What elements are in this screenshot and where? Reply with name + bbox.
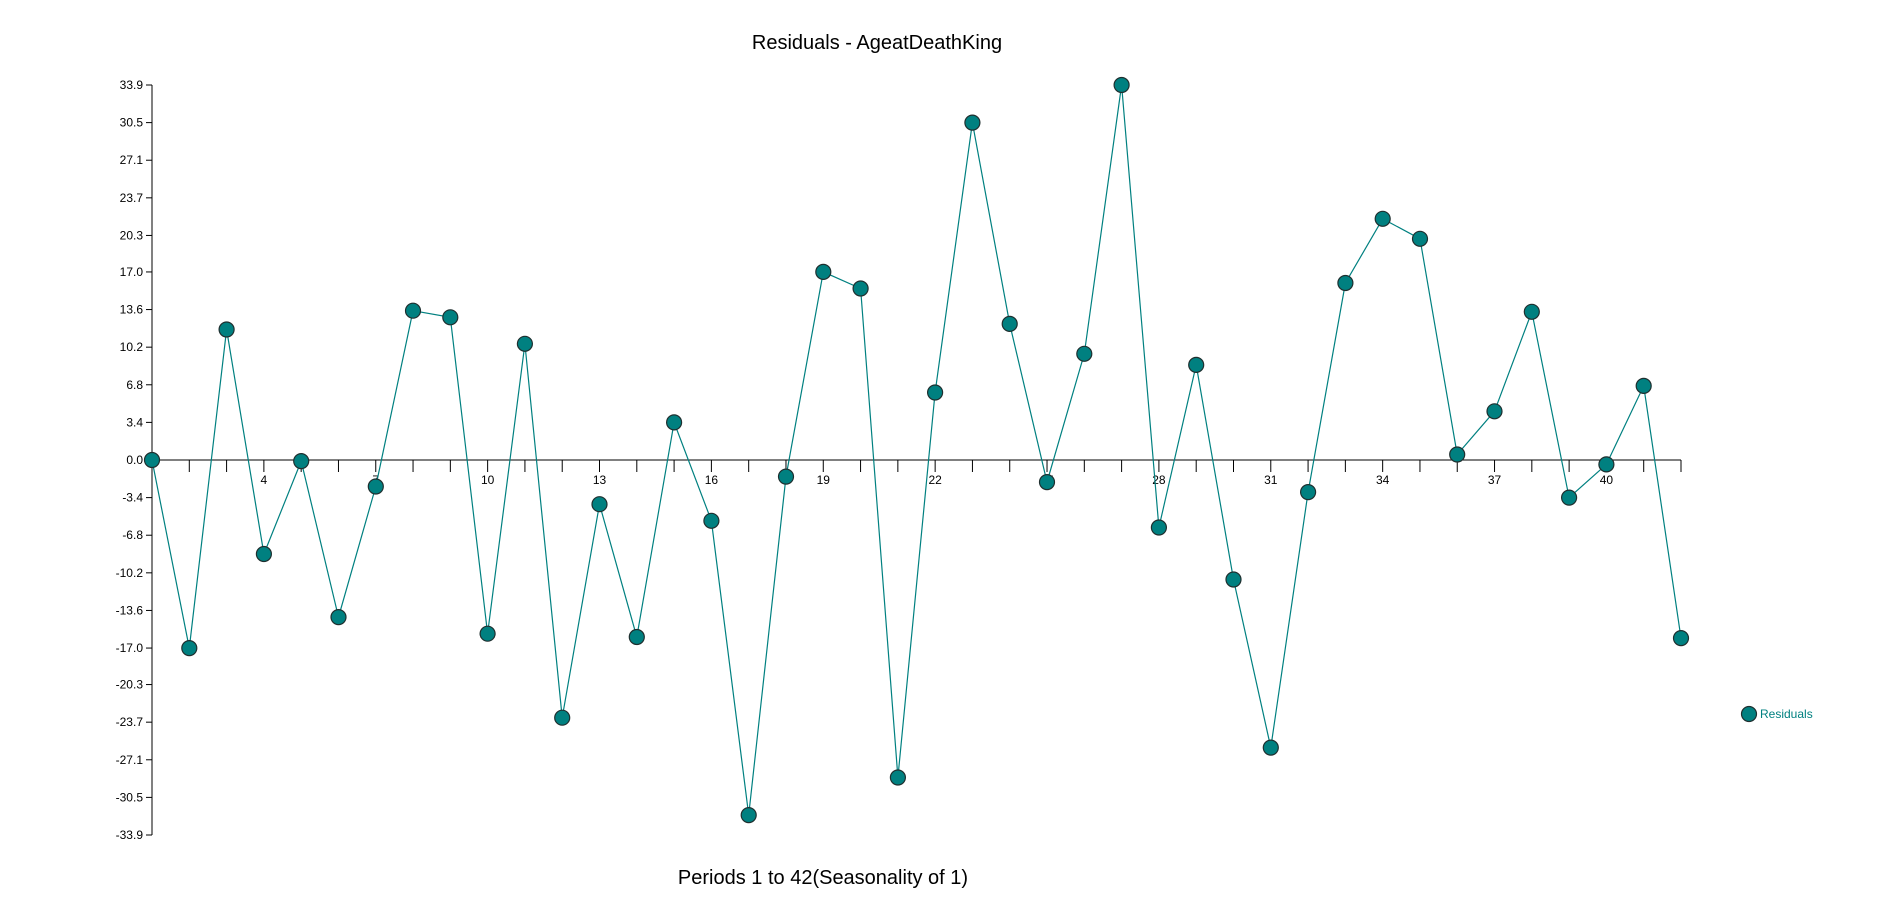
x-tick-label: 16 (705, 473, 719, 487)
data-point (1486, 403, 1503, 420)
data-point (1411, 230, 1429, 247)
y-tick-label: 23.7 (120, 191, 144, 205)
data-point (1262, 739, 1279, 756)
x-tick-label: 10 (481, 473, 495, 487)
data-point (1001, 315, 1018, 332)
data-point (442, 309, 459, 326)
data-point (404, 302, 422, 319)
data-point (889, 769, 907, 786)
legend: Residuals (1740, 705, 1813, 723)
y-tick-label: 27.1 (120, 153, 144, 167)
y-tick-label: -13.6 (116, 603, 144, 617)
data-point (703, 512, 720, 529)
data-point (1038, 474, 1056, 491)
data-point (181, 639, 198, 657)
data-point (255, 545, 272, 563)
y-tick-label: -20.3 (116, 678, 144, 692)
y-tick-label: 20.3 (120, 228, 144, 242)
data-point (1523, 303, 1540, 320)
data-point (1598, 456, 1615, 473)
x-tick-label: 37 (1488, 473, 1502, 487)
data-point (1672, 629, 1690, 647)
data-point (1449, 446, 1466, 463)
data-point (1374, 210, 1391, 227)
data-point (516, 335, 534, 352)
data-point (628, 628, 645, 646)
y-tick-label: -6.8 (122, 528, 143, 542)
data-point (815, 263, 832, 280)
legend-label: Residuals (1760, 707, 1813, 721)
data-point (964, 114, 981, 131)
data-point (367, 478, 384, 495)
y-tick-label: -30.5 (116, 790, 144, 804)
y-tick-label: 13.6 (120, 303, 144, 317)
series-group (143, 76, 1690, 824)
y-tick-label: 17.0 (120, 265, 144, 279)
x-tick-label: 4 (261, 473, 268, 487)
data-point (1113, 76, 1130, 94)
data-point (218, 321, 235, 338)
data-point (1299, 484, 1317, 501)
data-point (852, 280, 869, 297)
data-point (665, 414, 683, 431)
data-point (479, 625, 496, 642)
data-point (1635, 377, 1652, 394)
y-tick-label: -10.2 (116, 566, 144, 580)
x-tick-label: 19 (817, 473, 831, 487)
y-tick-label: -33.9 (116, 828, 144, 842)
y-tick-label: 6.8 (126, 378, 143, 392)
y-tick-label: 0.0 (126, 453, 143, 467)
data-point (143, 451, 161, 469)
data-point (1150, 519, 1168, 536)
y-tick-label: -23.7 (116, 715, 144, 729)
data-point (777, 468, 795, 485)
y-tick-label: -27.1 (116, 753, 144, 767)
data-point (1076, 345, 1093, 362)
data-point (1560, 489, 1578, 506)
x-tick-label: 34 (1376, 473, 1390, 487)
legend-marker (1740, 705, 1758, 723)
x-axis-title: Periods 1 to 42(Seasonality of 1) (678, 867, 968, 889)
y-tick-label: -3.4 (122, 491, 143, 505)
data-point (293, 453, 310, 470)
x-tick-label: 22 (928, 473, 942, 487)
x-tick-label: 13 (593, 473, 607, 487)
data-point (926, 384, 944, 401)
series-line-residuals (151, 84, 1682, 816)
x-tick-label: 31 (1264, 473, 1278, 487)
y-tick-label: 10.2 (120, 340, 144, 354)
y-tick-label: 30.5 (120, 116, 144, 130)
y-tick-label: 3.4 (126, 415, 143, 429)
y-tick-label: -17.0 (116, 641, 144, 655)
y-tick-label: 33.9 (120, 78, 144, 92)
data-point (554, 709, 571, 726)
y-axis: 33.9 30.5 27.1 23.7 20.3 17.0 13.6 10.2 6.8 3.4 0.… (116, 78, 153, 842)
x-tick-label: 40 (1600, 473, 1614, 487)
chart-title: Residuals - AgeatDeathKing (752, 32, 1002, 54)
data-point (591, 496, 608, 513)
data-point (1225, 571, 1242, 588)
data-point (1188, 356, 1205, 373)
data-point (740, 806, 757, 824)
data-point (1337, 274, 1354, 292)
data-point (330, 608, 347, 626)
